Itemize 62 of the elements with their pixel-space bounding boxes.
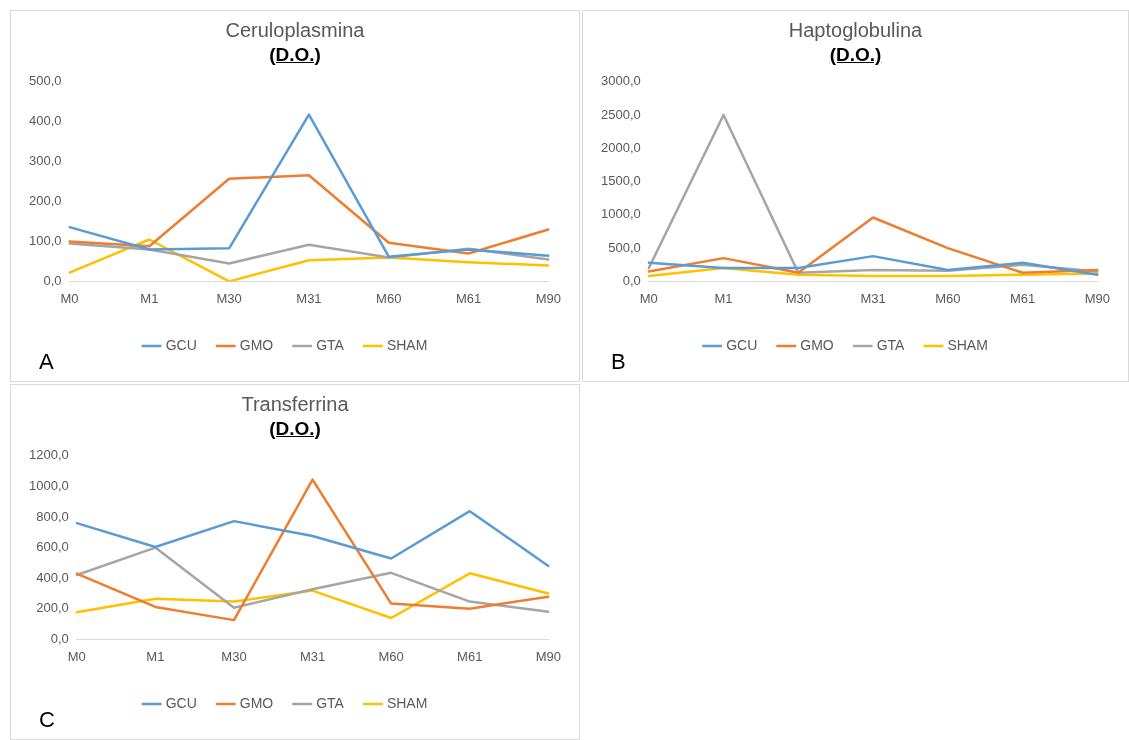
y-tick-label: 1000,0 (29, 477, 69, 493)
y-tick-label: 2000,0 (601, 139, 641, 155)
legend-label: GMO (800, 336, 834, 353)
y-tick-label: 1500,0 (601, 173, 641, 189)
y-tick-label: 400,0 (36, 569, 69, 585)
x-tick-label: M0 (67, 648, 86, 664)
y-tick-label: 0,0 (622, 272, 641, 288)
legend-label: GTA (316, 336, 345, 353)
x-tick-label: M0 (60, 290, 79, 306)
legend-label: GCU (726, 336, 758, 353)
legend-label: SHAM (386, 336, 428, 353)
y-tick-label: 500,0 (28, 73, 62, 89)
y-tick-label: 300,0 (28, 153, 62, 169)
y-tick-label: 1000,0 (601, 206, 641, 222)
y-tick-label: 200,0 (36, 600, 69, 616)
text: B (611, 349, 626, 375)
text: C (39, 707, 55, 733)
y-tick-label: 500,0 (608, 239, 641, 255)
x-tick-label: M31 (299, 648, 326, 664)
x-tick-label: M1 (146, 648, 165, 664)
x-tick-label: M61 (1009, 290, 1036, 306)
chart-subtitle: (D.O.) (268, 418, 322, 440)
legend-label: GMO (239, 336, 274, 353)
x-tick-label: M1 (140, 290, 159, 306)
x-tick-label: M31 (296, 290, 322, 306)
chart-title: Haptoglobulina (787, 19, 924, 42)
text: A (39, 349, 54, 375)
chart-subtitle: (D.O.) (828, 44, 883, 66)
x-tick-label: M90 (535, 648, 561, 664)
legend-label: GTA (316, 694, 345, 711)
x-tick-label: M30 (221, 648, 247, 664)
x-tick-label: M61 (457, 648, 483, 664)
legend-label: GCU (165, 694, 197, 711)
x-tick-label: M61 (455, 290, 482, 306)
x-tick-label: M60 (935, 290, 961, 306)
x-tick-label: M1 (714, 290, 733, 306)
x-tick-label: M31 (860, 290, 886, 306)
y-tick-label: 200,0 (28, 193, 62, 209)
legend-label: SHAM (947, 336, 988, 353)
x-tick-label: M30 (785, 290, 811, 306)
chart-title: Transferrina (240, 393, 350, 416)
legend-label: SHAM (386, 694, 428, 711)
y-tick-label: 800,0 (36, 508, 69, 524)
y-tick-label: 0,0 (50, 630, 69, 646)
y-tick-label: 1200,0 (29, 447, 69, 463)
y-tick-label: 2500,0 (601, 106, 641, 122)
x-tick-label: M90 (535, 290, 561, 306)
x-tick-label: M60 (378, 648, 404, 664)
y-tick-label: 400,0 (28, 113, 62, 129)
chart-title: Ceruloplasmina (224, 19, 366, 42)
x-tick-label: M60 (376, 290, 402, 306)
legend-label: GTA (876, 336, 906, 353)
y-tick-label: 0,0 (43, 272, 62, 288)
x-tick-label: M0 (639, 290, 658, 306)
legend-label: GMO (239, 694, 274, 711)
y-tick-label: 100,0 (28, 233, 62, 249)
y-tick-label: 600,0 (36, 539, 69, 555)
chart-subtitle: (D.O.) (268, 44, 322, 66)
legend-label: GCU (165, 336, 197, 353)
x-tick-label: M30 (216, 290, 242, 306)
x-tick-label: M90 (1084, 290, 1110, 306)
y-tick-label: 3000,0 (601, 73, 641, 89)
